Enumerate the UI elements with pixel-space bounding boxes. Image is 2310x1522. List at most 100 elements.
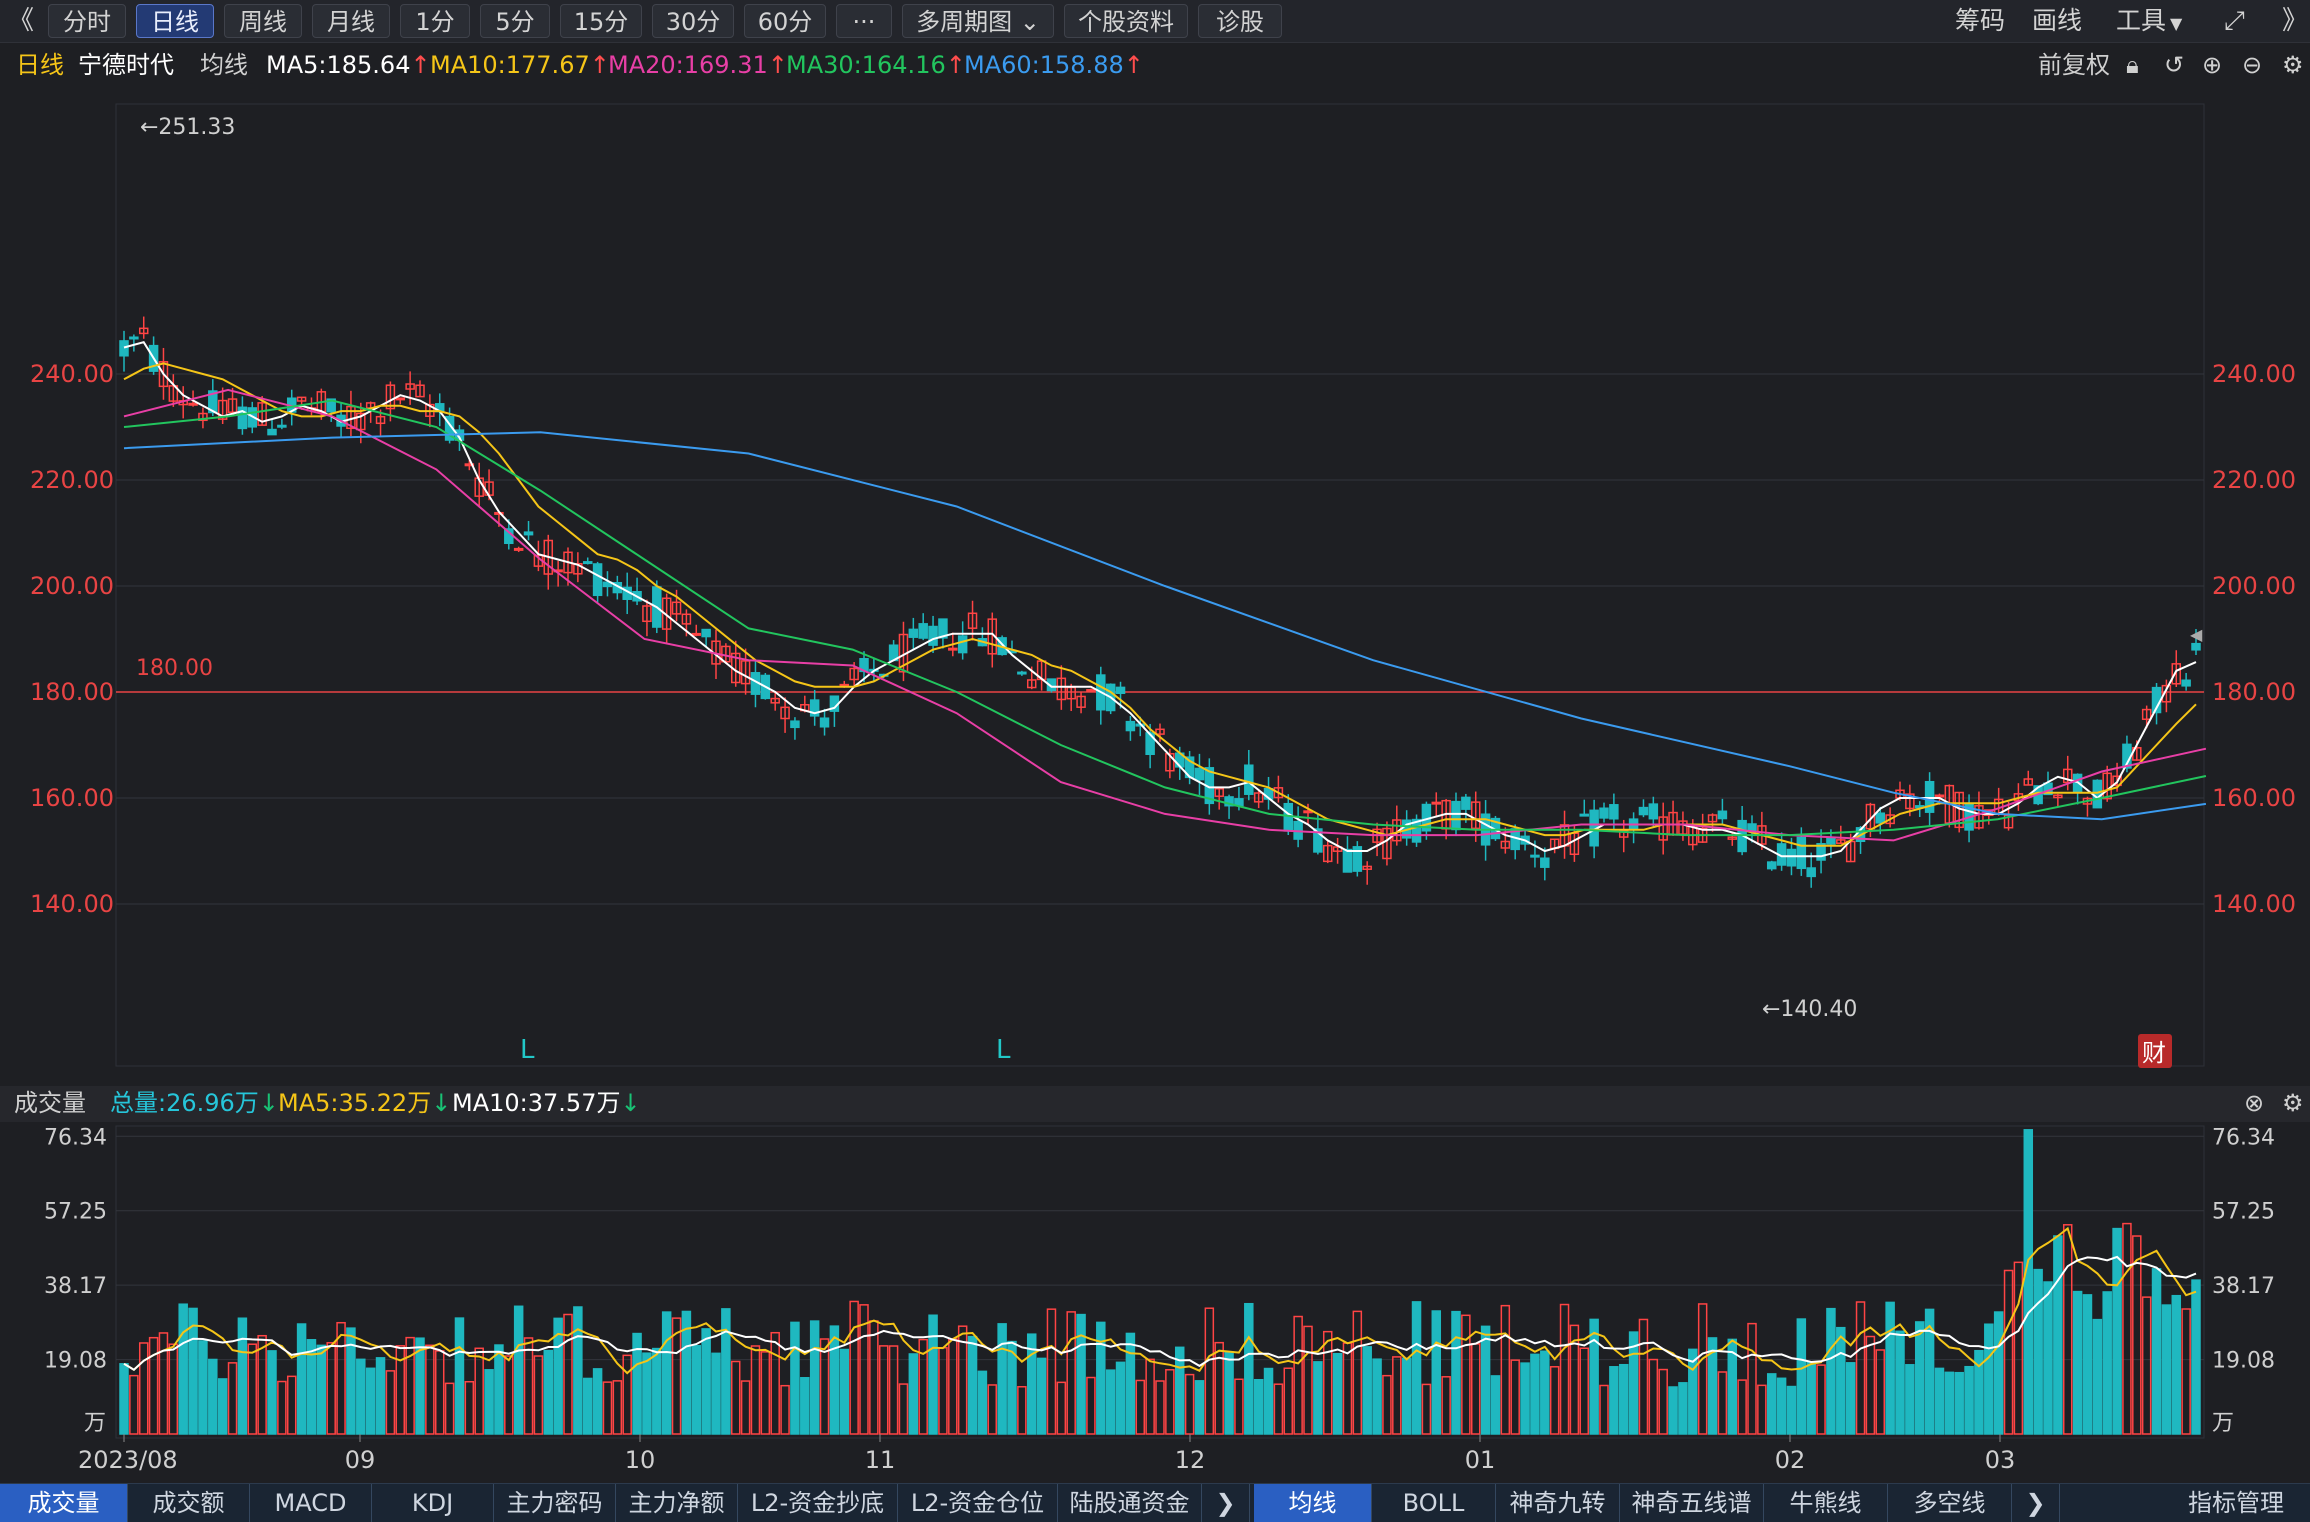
tools-button[interactable]: 工具 ▼ [2116, 4, 2182, 38]
volume-bar [1125, 1332, 1136, 1435]
volume-bar [1934, 1367, 1945, 1435]
ma30-value: MA30:164.16↑ [786, 51, 966, 79]
tab-15min[interactable]: 15分 [560, 4, 642, 38]
candle-body [326, 398, 336, 413]
back-button[interactable]: 《 [8, 6, 35, 36]
stock-profile-button[interactable]: 个股资料 [1064, 4, 1188, 38]
candle-body [158, 361, 169, 388]
candle-body [1352, 846, 1363, 872]
tab-five-lines[interactable]: 神奇五线谱 [1620, 1484, 1764, 1522]
price-chart[interactable]: 240.00 240.00 220.00 220.00 200.00 200.00 180.… [0, 86, 2310, 1086]
volume-bar [208, 1358, 218, 1435]
scroll-right-icon[interactable]: ❯ [1202, 1484, 1250, 1522]
tab-turnover[interactable]: 成交额 [128, 1484, 250, 1522]
volume-bar [592, 1368, 603, 1435]
volume-bar [1540, 1350, 1550, 1435]
tab-monthly[interactable]: 月线 [312, 4, 390, 38]
volume-bar [1461, 1314, 1471, 1435]
draw-button[interactable]: 画线 [2032, 6, 2083, 35]
settings-gear-icon[interactable]: ⚙ [2282, 51, 2304, 79]
tab-volume[interactable]: 成交量 [0, 1484, 128, 1522]
volume-bar [247, 1343, 258, 1435]
candle-body [1165, 753, 1175, 772]
volume-bar [415, 1337, 425, 1435]
ma-line-ma10 [123, 362, 2197, 847]
tab-60min[interactable]: 60分 [744, 4, 826, 38]
zoom-in-icon[interactable]: ⊕ [2202, 51, 2223, 79]
tab-td-nine[interactable]: 神奇九转 [1496, 1484, 1620, 1522]
volume-bar [2141, 1296, 2152, 1435]
tab-fenshi[interactable]: 分时 [48, 4, 126, 38]
diagnose-button[interactable]: 诊股 [1198, 4, 1282, 38]
indicator-manage-button[interactable]: 指标管理 [2188, 1489, 2284, 1517]
volume-bar [1826, 1307, 1836, 1435]
candle-body [1875, 812, 1886, 824]
candle-body [908, 628, 919, 638]
scroll-right-icon[interactable]: ❯ [2012, 1484, 2060, 1522]
tab-1min[interactable]: 1分 [400, 4, 470, 38]
multi-period-dropdown[interactable]: 多周期图 ⌄ [902, 4, 1054, 38]
tab-30min[interactable]: 30分 [652, 4, 734, 38]
volume-bar [1668, 1386, 1678, 1435]
undo-icon[interactable]: ↺ [2164, 51, 2185, 79]
adjust-mode[interactable]: 前复权 [2038, 51, 2110, 79]
chip-button[interactable]: 筹码 [1955, 6, 2006, 35]
tab-daily[interactable]: 日线 [136, 4, 214, 38]
candle-body [1470, 801, 1481, 830]
tab-main-net[interactable]: 主力净额 [616, 1484, 738, 1522]
volume-bar [1313, 1361, 1323, 1435]
volume-chart[interactable]: 76.34 76.34 57.25 57.25 38.17 38.17 19.08 19.08… [0, 1122, 2310, 1483]
volume-bar [908, 1353, 919, 1435]
volume-bar [2092, 1318, 2103, 1435]
fullscreen-icon[interactable]: ⤢ [2224, 6, 2245, 36]
volume-bar [2112, 1227, 2122, 1435]
y-tick-label-left: 160.00 [30, 784, 114, 812]
candle-body [1194, 767, 1205, 781]
candle-body [1638, 806, 1649, 816]
collapse-right-icon[interactable]: 》 [2282, 6, 2309, 36]
volume-bar [1520, 1362, 1530, 1435]
volume-title[interactable]: 成交量 [14, 1089, 86, 1117]
candle-body [928, 625, 938, 646]
volume-bar [691, 1345, 702, 1435]
ma60-value: MA60:158.88↑ [964, 51, 1144, 79]
candle-body [1766, 861, 1777, 870]
close-indicator-icon[interactable]: ⊗ [2244, 1089, 2265, 1117]
volume-settings-gear-icon[interactable]: ⚙ [2282, 1089, 2304, 1117]
tab-bull-bear[interactable]: 牛熊线 [1764, 1484, 1888, 1522]
zoom-out-icon[interactable]: ⊖ [2242, 51, 2263, 79]
stock-name[interactable]: 宁德时代 [78, 51, 174, 79]
tab-ma[interactable]: 均线 [1254, 1484, 1372, 1522]
x-axis-label: 11 [865, 1446, 896, 1474]
volume-bar [129, 1374, 139, 1435]
tab-weekly[interactable]: 周线 [224, 4, 302, 38]
tab-hk-connect[interactable]: 陆股通资金 [1058, 1484, 1202, 1522]
volume-bar [1559, 1303, 1570, 1435]
y-tick-label-right: 160.00 [2212, 784, 2296, 812]
lock-icon[interactable]: 🔒︎ [2126, 51, 2139, 79]
volume-bar [1569, 1324, 1580, 1435]
tab-l2-bottom[interactable]: L2-资金抄底 [738, 1484, 898, 1522]
volume-bar [1046, 1308, 1057, 1435]
tab-macd[interactable]: MACD [250, 1484, 372, 1522]
y-tick-label-left: 220.00 [30, 466, 114, 494]
candle-body [217, 399, 228, 420]
volume-ma5-line [123, 1226, 2197, 1375]
tab-main-code[interactable]: 主力密码 [494, 1484, 616, 1522]
tab-l2-position[interactable]: L2-资金仓位 [898, 1484, 1058, 1522]
tab-5min[interactable]: 5分 [480, 4, 550, 38]
up-arrow-icon: ↑ [767, 51, 788, 79]
candle-body [849, 667, 859, 681]
volume-bar [504, 1355, 514, 1435]
volume-y-tick-left: 76.34 [44, 1125, 107, 1150]
tab-kdj[interactable]: KDJ [372, 1484, 494, 1522]
financial-badge: 财 [2142, 1039, 2166, 1067]
volume-bar [464, 1381, 475, 1435]
more-button[interactable]: ··· [836, 4, 892, 38]
ma-label[interactable]: 均线 [200, 51, 248, 79]
tab-long-short[interactable]: 多空线 [1888, 1484, 2012, 1522]
volume-bar [1273, 1383, 1284, 1435]
volume-bar [1885, 1301, 1895, 1435]
tab-boll[interactable]: BOLL [1372, 1484, 1496, 1522]
volume-bar [1086, 1376, 1096, 1435]
